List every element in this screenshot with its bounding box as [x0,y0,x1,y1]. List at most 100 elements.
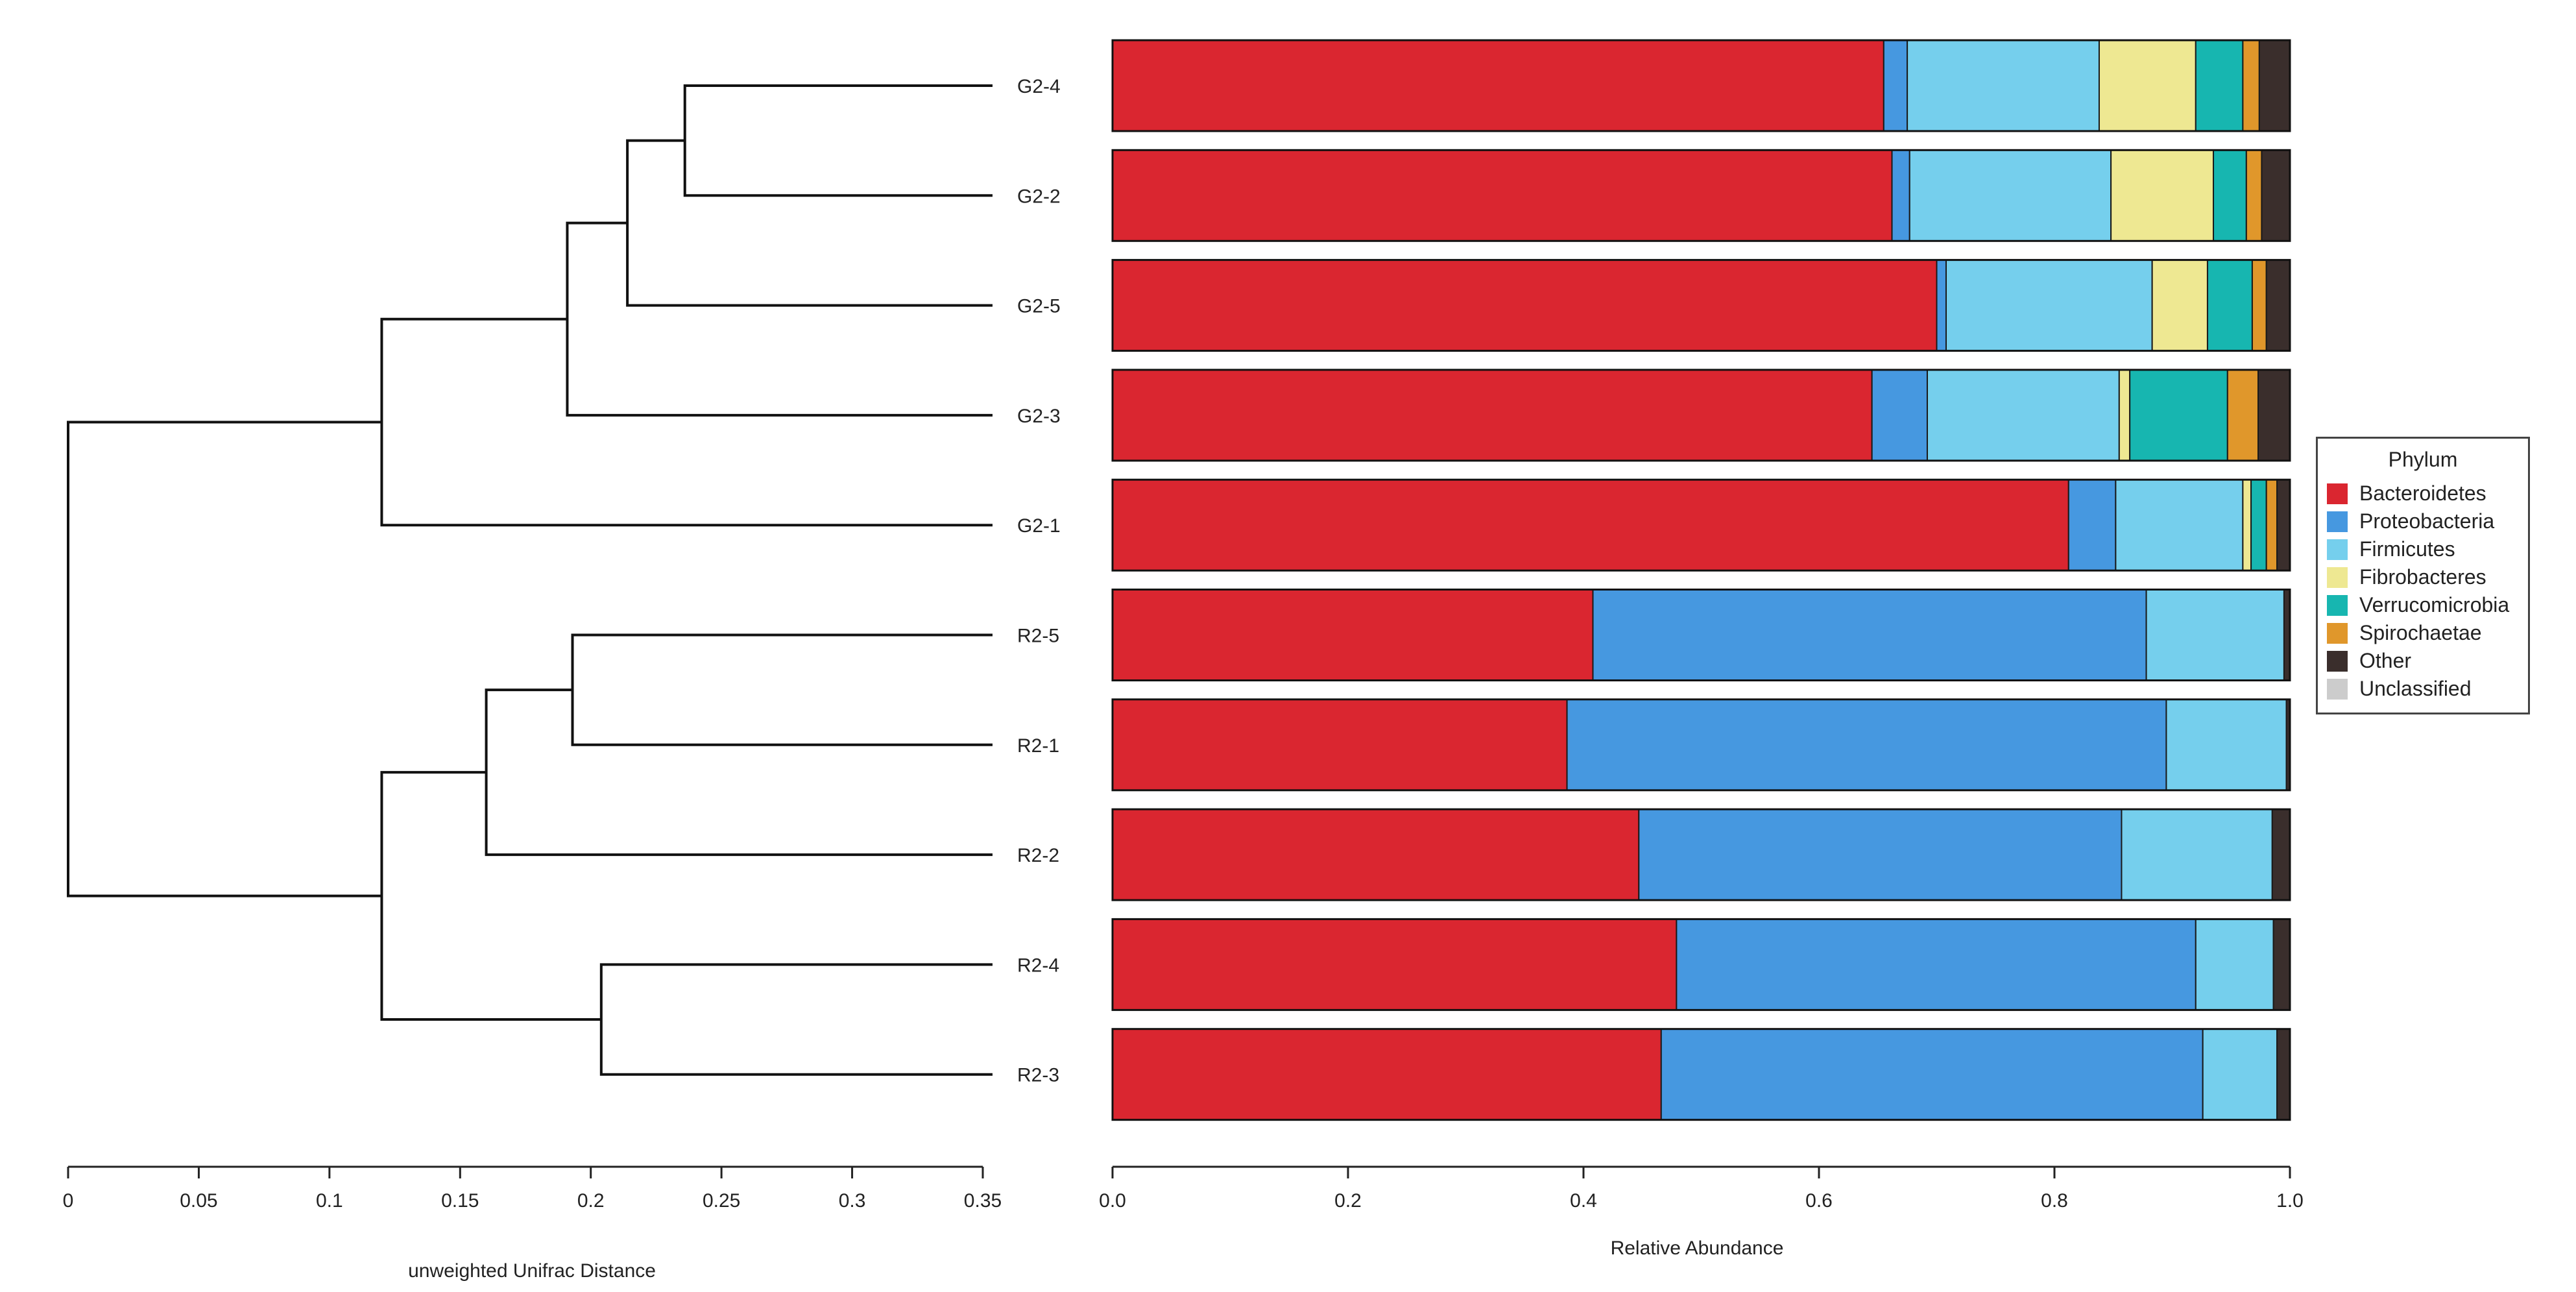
legend-item: Other [2318,647,2528,675]
bar-G2-3-Other [2257,369,2291,461]
dendrogram-merge-m5 [571,633,993,746]
bar-G2-2-Fibrobacteres [2110,149,2215,242]
abundance-tick-label: 0.4 [1570,1190,1597,1212]
bar-R2-3-Firmicutes [2202,1028,2278,1121]
bar-G2-5-Bacteroidetes [1112,259,1938,352]
bar-G2-2-Proteobacteria [1891,149,1910,242]
bar-G2-4-Firmicutes [1907,40,2100,132]
dendrogram-tick-label: 0.05 [180,1190,217,1212]
bar-G2-2-Bacteroidetes [1112,149,1893,242]
bar-outline-G2-2 [1111,149,2291,242]
legend-swatch [2327,622,2348,644]
bar-R2-3-Bacteroidetes [1112,1028,1662,1121]
bar-G2-4-Spirochaetae [2242,40,2260,132]
bar-G2-2-Other [2261,149,2291,242]
dendrogram-merge-m3 [566,221,993,417]
bar-G2-4-Proteobacteria [1883,40,1908,132]
legend-items: Bacteroidetes Proteobacteria Firmicutes Fib… [2318,480,2528,703]
bar-R2-1-Proteobacteria [1566,698,2167,791]
bar-R2-1-Bacteroidetes [1112,698,1568,791]
sample-label-G2-4: G2-4 [1017,76,1061,97]
bar-G2-2-Firmicutes [1908,149,2112,242]
dendrogram-x-axis-label: unweighted Unifrac Distance [408,1260,656,1282]
abundance-tick-label: 0.8 [2041,1190,2068,1212]
dendrogram-merge-m4 [380,317,993,527]
bar-R2-5-Bacteroidetes [1112,589,1594,681]
bar-R2-5-Proteobacteria [1592,589,2147,681]
legend-item: Proteobacteria [2318,507,2528,535]
bar-R2-3-Proteobacteria [1660,1028,2204,1121]
bar-outline-R2-5 [1111,589,2291,681]
bar-G2-1-Fibrobacteres [2242,479,2252,572]
dendrogram-tick-label: 0 [63,1190,74,1212]
bar-outline-G2-1 [1111,478,2291,572]
dendrogram-merge-m9 [67,421,382,897]
bar-G2-1-Bacteroidetes [1112,479,2069,572]
bar-R2-2-Proteobacteria [1638,809,2123,901]
legend-item: Verrucomicrobia [2318,591,2528,619]
bar-G2-5-Proteobacteria [1936,259,1947,352]
dendrogram-merge-m2 [626,139,993,307]
sample-label-R2-1: R2-1 [1017,735,1059,757]
dendrogram-merge-m7 [599,963,993,1076]
legend-label: Bacteroidetes [2359,481,2486,505]
legend-item: Fibrobacteres [2318,563,2528,591]
legend-label: Spirochaetae [2359,621,2482,644]
bar-G2-5-Firmicutes [1945,259,2153,352]
legend-swatch [2327,511,2348,532]
bar-R2-1-Firmicutes [2165,698,2287,791]
bar-R2-2-Other [2271,809,2291,901]
legend-label: Proteobacteria [2359,509,2495,533]
bar-G2-5-Fibrobacteres [2151,259,2208,352]
legend-swatch [2327,539,2348,560]
bar-G2-3-Firmicutes [1926,369,2120,461]
bar-G2-3-Fibrobacteres [2118,369,2131,461]
legend-item: Unclassified [2318,675,2528,703]
bar-outline-R2-3 [1111,1028,2291,1121]
legend-swatch [2327,594,2348,616]
legend: Phylum Bacteroidetes Proteobacteria Firmic… [2316,437,2530,714]
legend-swatch [2327,567,2348,588]
bar-G2-5-Other [2265,259,2291,352]
bar-G2-5-Spirochaetae [2251,259,2267,352]
abundance-x-axis-label: Relative Abundance [1611,1237,1784,1259]
sample-label-G2-5: G2-5 [1017,296,1061,317]
bar-G2-2-Spirochaetae [2245,149,2263,242]
legend-item: Bacteroidetes [2318,480,2528,507]
sample-label-R2-5: R2-5 [1017,626,1059,647]
abundance-x-axis: 0.0 0.2 0.4 0.6 0.8 1.0 [1099,1165,2304,1212]
bar-G2-4-Other [2258,40,2291,132]
sample-label-R2-3: R2-3 [1017,1065,1059,1086]
dendrogram-tick-label: 0.25 [703,1190,740,1212]
bar-R2-4-Other [2272,918,2291,1011]
sample-labels: G2-4 G2-2 G2-5 G2-3 G2-1 R2-5 R2-1 R2-2 R2-4 R2-3 [1017,76,1061,1086]
bar-G2-4-Bacteroidetes [1112,40,1884,132]
dendrogram-merge-m1 [683,84,993,197]
legend-swatch [2327,678,2348,700]
sample-label-R2-2: R2-2 [1017,845,1059,866]
legend-item: Spirochaetae [2318,619,2528,647]
bar-outline-R2-4 [1111,918,2291,1011]
dendrogram-tick-label: 0.15 [441,1190,479,1212]
dendrogram [67,84,993,1076]
dendrogram-tick-label: 0.2 [577,1190,605,1212]
sample-label-G2-2: G2-2 [1017,186,1061,207]
legend-label: Firmicutes [2359,537,2455,561]
bar-outline-R2-1 [1111,698,2291,792]
dendrogram-tick-label: 0.1 [316,1190,343,1212]
bar-G2-1-Spirochaetae [2265,479,2278,572]
legend-label: Verrucomicrobia [2359,593,2510,616]
abundance-tick-label: 0.2 [1334,1190,1362,1212]
legend-item: Firmicutes [2318,535,2528,563]
bar-R2-4-Firmicutes [2195,918,2274,1011]
bar-G2-3-Spirochaetae [2226,369,2259,461]
dendrogram-x-axis: 0 0.05 0.1 0.15 0.2 0.25 0.3 0.35 [63,1165,1002,1212]
abundance-tick-label: 0.6 [1805,1190,1833,1212]
legend-label: Unclassified [2359,677,2472,700]
legend-swatch [2327,483,2348,504]
bar-G2-4-Verrucomicrobia [2195,40,2244,132]
bar-G2-4-Fibrobacteres [2098,40,2197,132]
dendrogram-tick-label: 0.3 [839,1190,866,1212]
abundance-tick-label: 0.0 [1099,1190,1126,1212]
